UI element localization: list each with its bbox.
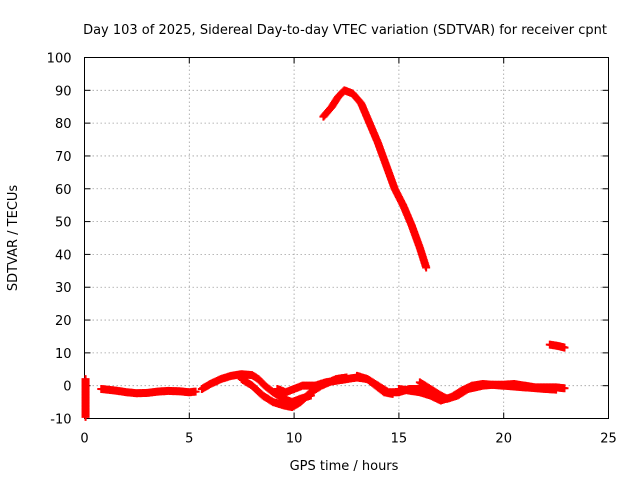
data-series xyxy=(394,380,561,405)
points-layer xyxy=(81,86,569,421)
y-tick-label: 10 xyxy=(55,347,72,362)
data-series xyxy=(81,375,90,421)
y-tick-label: 60 xyxy=(55,183,72,198)
y-tick-label: 0 xyxy=(63,380,71,395)
data-point xyxy=(560,343,569,352)
tick-layer: -10 0 10 20 30 40 50 60 70 80 90 100 0 5 10 15 20 25 xyxy=(47,52,617,447)
data-series xyxy=(319,86,431,272)
data-series xyxy=(352,371,397,398)
chart-title: Day 103 of 2025, Sidereal Day-to-day VTE… xyxy=(83,23,607,38)
data-series xyxy=(545,340,569,352)
data-point xyxy=(422,263,431,272)
y-tick-label: 80 xyxy=(55,117,72,132)
data-series xyxy=(97,384,200,398)
grid-layer xyxy=(84,57,609,419)
x-tick-label: 10 xyxy=(286,432,303,447)
x-tick-label: 20 xyxy=(495,432,512,447)
x-axis-label: GPS time / hours xyxy=(290,459,399,474)
x-tick-label: 0 xyxy=(80,432,88,447)
x-tick-label: 5 xyxy=(185,432,193,447)
y-tick-label: 50 xyxy=(55,216,72,231)
x-tick-label: 25 xyxy=(600,432,617,447)
plot-frame xyxy=(84,57,609,419)
data-series xyxy=(197,370,315,407)
x-tick-label: 15 xyxy=(391,432,408,447)
data-point xyxy=(191,387,200,396)
y-tick-label: 40 xyxy=(55,248,72,263)
y-axis-label: SDTVAR / TECUs xyxy=(6,185,21,292)
data-point xyxy=(560,384,569,393)
y-tick-label: 30 xyxy=(55,281,72,296)
y-tick-label: -10 xyxy=(50,413,71,428)
data-point xyxy=(81,412,90,421)
data-point xyxy=(388,389,397,398)
y-tick-label: 20 xyxy=(55,314,72,329)
y-tick-label: 100 xyxy=(47,52,72,67)
y-tick-label: 70 xyxy=(55,150,72,165)
data-point xyxy=(552,385,561,394)
y-tick-label: 90 xyxy=(55,84,72,99)
